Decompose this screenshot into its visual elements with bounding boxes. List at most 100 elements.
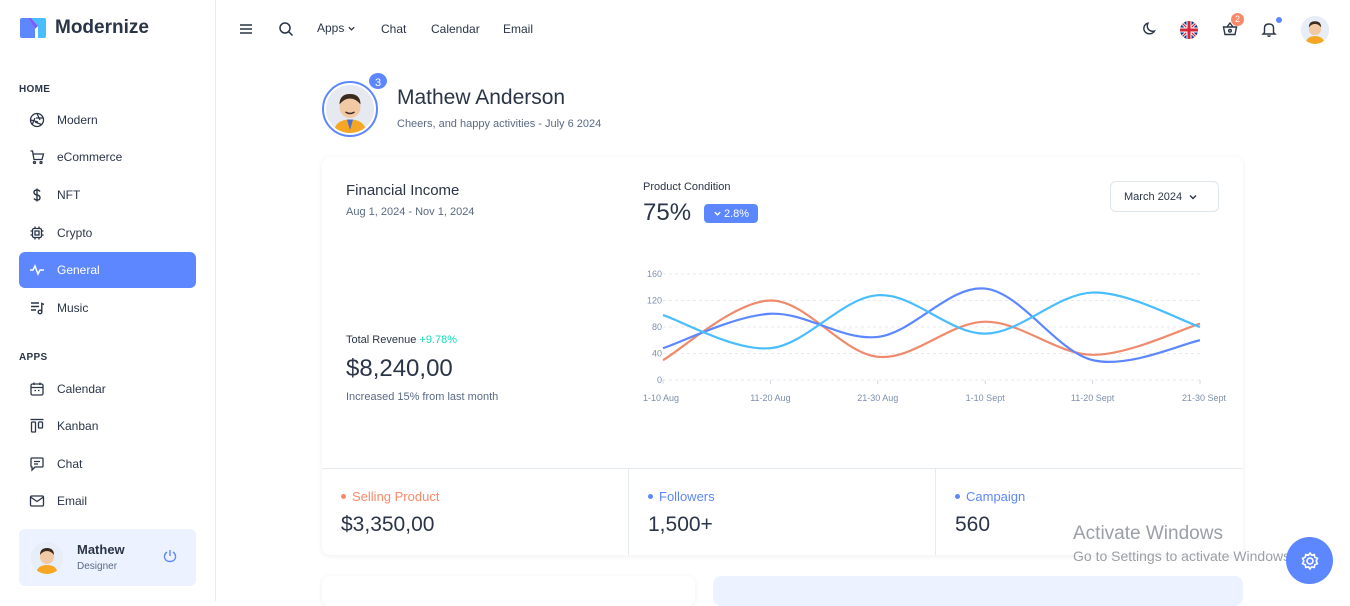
total-revenue-note: Increased 15% from last month <box>346 391 499 403</box>
nav-link-calendar[interactable]: Calendar <box>431 22 480 36</box>
stat-followers-value: 1,500+ <box>648 513 713 536</box>
chart-x-tick-label: 11-20 Sept <box>1071 393 1115 403</box>
mail-icon <box>29 495 45 507</box>
product-condition-chart: 0 40 80 120 160 1-10 Aug 11-20 Aug 21-30 Aug 1-1… <box>643 269 1227 403</box>
welcome-avatar[interactable] <box>322 81 378 137</box>
stats-row <box>322 468 1243 555</box>
chart-y-tick-label: 80 <box>652 322 662 332</box>
stat-label-text: Followers <box>659 489 715 504</box>
nav-link-chat[interactable]: Chat <box>381 22 407 36</box>
sidebar-item-email[interactable]: Email <box>19 483 196 519</box>
sidebar-item-crypto[interactable]: Crypto <box>19 215 196 251</box>
avatar-illustration-icon <box>1301 16 1329 44</box>
chart-x-tick-label: 11-20 Aug <box>750 393 790 403</box>
stat-dot <box>955 494 960 499</box>
financial-income-card <box>322 157 1243 555</box>
sidebar: Modernize HOME Modern eCommerce NFT Cryp… <box>0 0 216 601</box>
settings-icon <box>1301 551 1318 570</box>
sidebar-item-calendar[interactable]: Calendar <box>19 371 196 407</box>
stats-divider <box>628 468 629 555</box>
search-icon[interactable] <box>277 20 295 38</box>
power-icon[interactable] <box>162 548 178 564</box>
product-condition-title: Product Condition <box>643 181 731 193</box>
avatar[interactable] <box>31 542 63 574</box>
chart-x-tick-label: 21-30 Aug <box>857 393 898 403</box>
chart-x-tick-label: 1-10 Aug <box>643 393 679 403</box>
stats-divider <box>935 468 936 555</box>
sidebar-item-label: Kanban <box>57 419 99 433</box>
windows-watermark-subtitle: Go to Settings to activate Windows. <box>1073 548 1294 564</box>
playlist-icon <box>31 302 45 315</box>
period-select-value: March 2024 <box>1124 190 1183 203</box>
financial-income-range: Aug 1, 2024 - Nov 1, 2024 <box>346 206 475 218</box>
nav-link-email[interactable]: Email <box>503 22 534 36</box>
bell-icon[interactable] <box>1260 20 1278 38</box>
profile-name: Mathew <box>77 542 125 557</box>
settings-fab-button[interactable] <box>1286 537 1333 584</box>
bottom-card-left <box>322 576 695 606</box>
avatar-illustration-icon <box>326 85 374 133</box>
chart-x-tick-label: 1-10 Sept <box>966 393 1006 403</box>
stat-campaign-label: Campaign <box>955 489 1025 504</box>
windows-watermark-title: Activate Windows <box>1073 523 1223 544</box>
sidebar-item-chat[interactable]: Chat <box>19 446 196 482</box>
bottom-card-right <box>713 576 1243 606</box>
sidebar-profile-card: Mathew Designer <box>19 529 196 586</box>
dollar-icon <box>33 188 41 202</box>
basket-icon[interactable] <box>1221 20 1239 38</box>
sidebar-item-label: Music <box>57 301 89 315</box>
stat-label-text: Campaign <box>966 489 1026 504</box>
sidebar-item-label: NFT <box>57 188 81 202</box>
stat-campaign-value: 560 <box>955 513 991 536</box>
cpu-icon <box>30 226 44 240</box>
brand-name: Modernize <box>55 17 149 38</box>
chart-series-line <box>662 299 1201 362</box>
cart-count-badge: 2 <box>1231 13 1244 26</box>
sidebar-item-ecommerce[interactable]: eCommerce <box>19 139 196 175</box>
welcome-subtitle: Cheers, and happy activities - July 6 20… <box>397 118 602 130</box>
welcome-count-badge: 3 <box>367 71 389 91</box>
total-revenue-label-text: Total Revenue <box>346 334 417 346</box>
sidebar-item-label: Email <box>57 494 88 508</box>
sidebar-item-modern[interactable]: Modern <box>19 102 196 138</box>
product-condition-badge-text: 2.8% <box>723 207 750 220</box>
chart-series-line <box>662 287 1201 363</box>
sidebar-item-general[interactable]: General <box>19 252 196 288</box>
stat-dot <box>341 494 346 499</box>
profile-role: Designer <box>77 561 118 572</box>
period-select[interactable]: March 2024 <box>1110 181 1219 212</box>
stat-selling-product-value: $3,350,00 <box>341 513 435 536</box>
avatar <box>326 85 374 133</box>
stat-followers-label: Followers <box>648 489 715 504</box>
sidebar-item-nft[interactable]: NFT <box>19 177 196 213</box>
chart-x-tick-label: 21-30 Sept <box>1182 393 1227 403</box>
language-flag-icon[interactable] <box>1180 21 1198 39</box>
financial-income-title: Financial Income <box>346 182 460 199</box>
sidebar-item-label: Crypto <box>57 226 93 240</box>
kanban-icon <box>30 418 44 433</box>
sidebar-item-label: General <box>57 263 100 277</box>
menu-icon[interactable] <box>237 20 255 38</box>
sidebar-item-label: Calendar <box>57 382 106 396</box>
chart-y-tick-label: 0 <box>657 375 662 385</box>
message-icon <box>30 457 44 472</box>
uk-flag-icon <box>1180 21 1198 39</box>
top-user-avatar[interactable] <box>1301 16 1329 44</box>
modernize-logo-icon <box>20 18 46 38</box>
chart-y-tick-label: 160 <box>647 269 662 279</box>
sidebar-item-label: Chat <box>57 457 83 471</box>
apps-dropdown[interactable]: Apps <box>317 21 356 35</box>
avatar-illustration-icon <box>31 542 63 574</box>
notification-dot <box>1276 17 1282 23</box>
sidebar-item-label: eCommerce <box>57 150 123 164</box>
total-revenue-value: $8,240,00 <box>346 355 453 382</box>
moon-icon[interactable] <box>1140 20 1158 38</box>
product-condition-badge: 2.8% <box>704 204 758 223</box>
apps-label: Apps <box>317 21 345 35</box>
calendar-icon <box>30 382 44 396</box>
nav-caption-apps: APPS <box>19 352 48 363</box>
brand-logo[interactable]: Modernize <box>19 17 149 39</box>
sidebar-item-music[interactable]: Music <box>19 290 196 326</box>
sidebar-item-kanban[interactable]: Kanban <box>19 408 196 444</box>
stat-label-text: Selling Product <box>352 489 440 504</box>
